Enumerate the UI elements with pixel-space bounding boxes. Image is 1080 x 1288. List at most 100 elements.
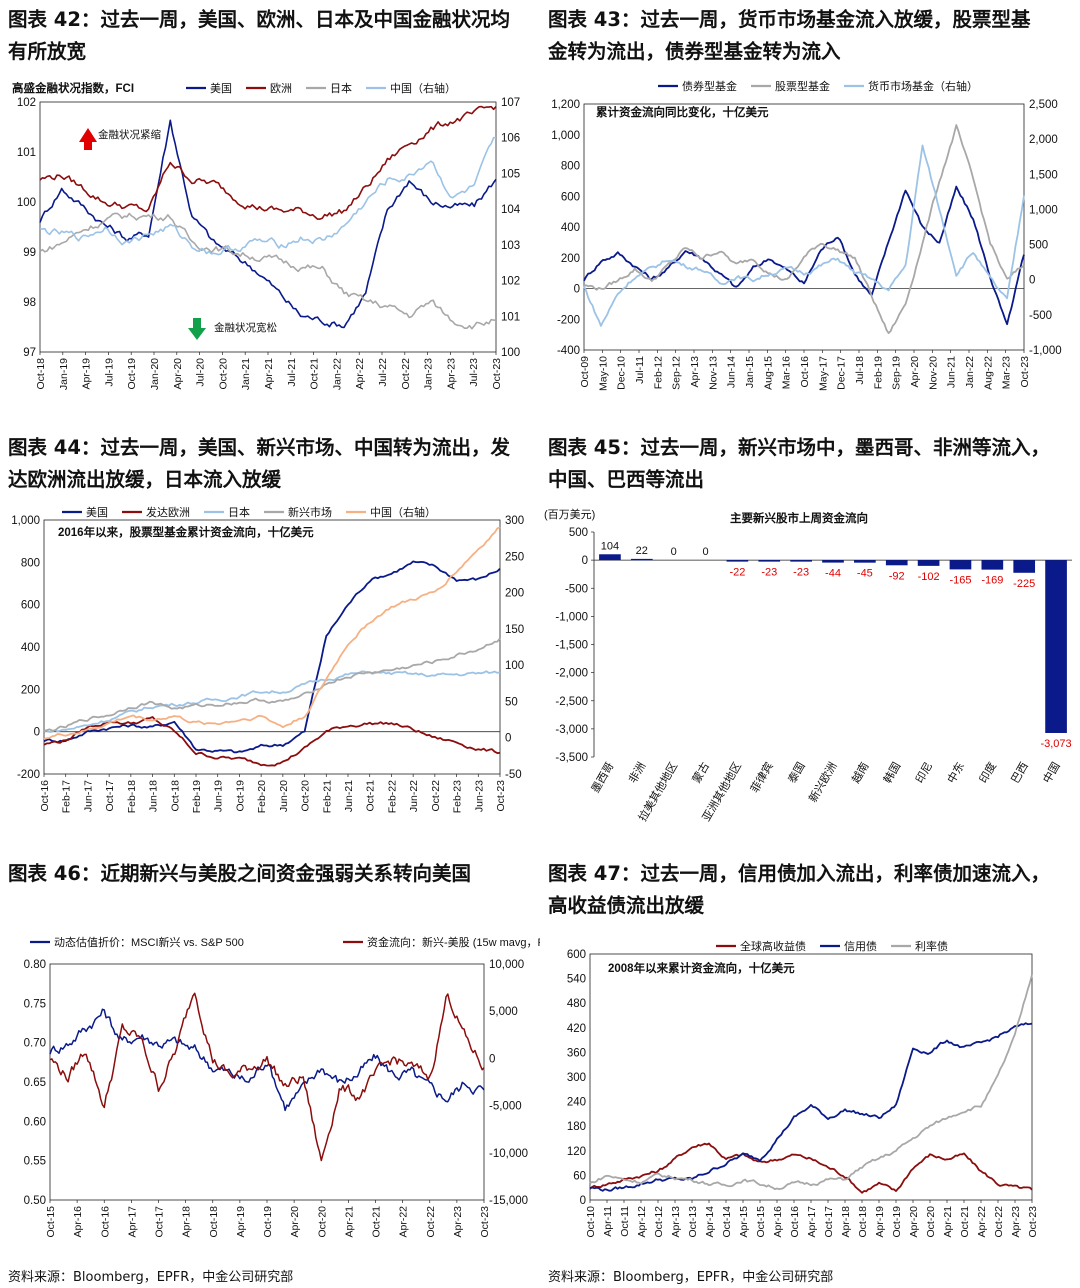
fig47-ytick-left: 540	[567, 974, 586, 986]
fig43-ytick-left: 600	[561, 191, 580, 203]
fig44-ytick-right: 250	[505, 551, 524, 563]
fig46-ytick-left: 0.65	[24, 1077, 46, 1089]
fig46-ytick-right: -5,000	[489, 1101, 522, 1113]
fig42-series-0	[39, 119, 497, 329]
fig47-legend-item: 利率债	[891, 939, 948, 953]
fig42-annotation-tight: 金融状况紧缩	[98, 128, 161, 141]
fig43-xtick-label: Jan-22	[964, 356, 976, 388]
fig43-ytick-right: 2,500	[1029, 99, 1058, 111]
fig47-ytick-left: 60	[573, 1170, 586, 1182]
fig47-xtick-label: Oct-13	[687, 1206, 699, 1238]
fig43-chart: 1,200 1,000 800 600 400 200 0 -200 -400 2,500 2,00…	[551, 79, 1061, 391]
fig42-xtick-label: Jul-22	[377, 358, 389, 387]
fig43-xtick-label: Oct-23	[1019, 356, 1031, 388]
fig45-bar	[599, 554, 621, 561]
fig44-series-1	[43, 716, 501, 767]
fig44-xtick-label: Oct-20	[300, 780, 312, 812]
fig45-category-label: 中东	[945, 760, 967, 786]
fig44-xtick-label: Oct-16	[39, 780, 51, 812]
fig44-xtick-label: Feb-21	[321, 780, 333, 813]
fig46-xtick-label: Oct-23	[479, 1206, 491, 1238]
fig46-chart: 0.80 0.75 0.70 0.65 0.60 0.55 0.50 10,000 5,000 0…	[24, 935, 540, 1238]
fig44-legend-label: 新兴市场	[288, 505, 332, 519]
fig45-unit-label: (百万美元)	[544, 508, 595, 521]
fig46-legend-label: 动态估值折价：MSCI新兴 vs. S&P 500	[54, 935, 244, 949]
fig44-ytick-left: 0	[34, 727, 40, 739]
fig47-xtick-label: Apr-23	[1010, 1206, 1022, 1238]
fig45-value-label: -225	[1013, 578, 1035, 590]
fig45-ytick-label: -2,000	[555, 668, 588, 680]
fig42-xtick-label: Apr-21	[263, 358, 275, 390]
fig47-xtick-label: Apr-13	[670, 1206, 682, 1238]
fig42-legend-label: 欧洲	[270, 82, 292, 95]
fig44-legend-label: 日本	[228, 505, 250, 519]
fig44-series-3	[43, 637, 501, 732]
fig43-ytick-left: 0	[574, 284, 580, 296]
fig45-chart: 主要新兴股市上周资金流向 (百万美元) 500 0 -500 -1,000 -1,500 -2…	[544, 508, 1072, 824]
fig45-title: 图表 45：过去一周，新兴市场中，墨西哥、非洲等流入， 中国、巴西等流出	[548, 436, 1050, 491]
fig42-annotation-loose: 金融状况宽松	[214, 321, 277, 334]
fig46-xtick-label: Oct-22	[425, 1206, 437, 1238]
fig43-xtick-label: Dec-17	[836, 356, 848, 390]
fig47-xtick-label: Oct-14	[721, 1206, 733, 1238]
fig42-xtick-label: Oct-19	[126, 358, 138, 390]
fig46-legend-label: 资金流向：新兴-美股 (15w mavg，RHS)	[367, 935, 540, 949]
fig42-ytick-right: 105	[501, 168, 520, 180]
fig43-xtick-label: Jun-14	[726, 356, 738, 388]
fig46-xtick-label: Apr-16	[72, 1206, 84, 1238]
fig47-series-1	[589, 1022, 1033, 1192]
fig45-value-label: 0	[702, 546, 708, 558]
fig45-category-label: 越南	[848, 760, 871, 786]
fig46-xtick-label: Oct-19	[262, 1206, 274, 1238]
fig45-bar	[885, 560, 908, 566]
fig43-legend-label: 债券型基金	[682, 79, 737, 93]
fig42-ytick-right: 100	[501, 347, 520, 359]
fig47-xtick-label: Apr-19	[874, 1206, 886, 1238]
fig44-xtick-label: Oct-21	[365, 780, 377, 812]
fig46-xtick-label: Oct-20	[316, 1206, 328, 1238]
fig44-ytick-right: -50	[505, 769, 522, 781]
fig42-legend-item: 中国（右轴）	[366, 81, 456, 95]
fig45-value-label: -102	[918, 571, 940, 583]
fig42-ytick-right: 102	[501, 276, 520, 288]
fig42-xtick-label: Jul-23	[468, 358, 480, 387]
fig46-xtick-label: Oct-18	[208, 1206, 220, 1238]
fig43-series-2	[583, 144, 1025, 327]
fig45-ytick-label: -3,000	[555, 724, 588, 736]
fig45-bar	[1013, 560, 1036, 573]
fig43-ytick-left: 800	[561, 161, 580, 173]
fig44-ytick-left: 800	[21, 557, 40, 569]
fig46-plot-frame	[49, 963, 485, 1201]
fig44-xtick-label: Oct-18	[169, 780, 181, 812]
fig43-legend-item: 债券型基金	[658, 79, 737, 93]
fig46-xtick-label: Oct-21	[371, 1206, 383, 1238]
fig42-xtick-label: Jan-22	[331, 358, 343, 390]
fig47-xtick-label: Oct-10	[585, 1206, 597, 1238]
fig45-value-label: -22	[729, 566, 745, 578]
fig44-inner-title: 2016年以来，股票型基金累计资金流向，十亿美元	[58, 525, 314, 539]
fig46-legend-item: 动态估值折价：MSCI新兴 vs. S&P 500	[30, 935, 244, 949]
fig43-legend-item: 股票型基金	[751, 79, 830, 93]
fig42-xtick-label: Apr-19	[81, 358, 93, 390]
fig44-legend-label: 发达欧洲	[146, 505, 190, 519]
fig42-ytick-left: 98	[23, 297, 36, 309]
fig43-xtick-label: Sep-12	[671, 356, 683, 390]
fig46-xtick-label: Oct-15	[45, 1206, 57, 1238]
fig45-bar	[630, 558, 653, 561]
fig45-ytick-label: -500	[565, 583, 588, 595]
fig45-category-label: 蒙古	[690, 760, 712, 786]
fig42-xtick-label: Jan-19	[58, 358, 70, 390]
fig44-xtick-label: Feb-22	[386, 780, 398, 813]
fig42-legend-item: 美国	[186, 82, 232, 95]
fig44-xtick-label: Jun-23	[473, 780, 485, 812]
fig42-xtick-label: Oct-20	[217, 358, 229, 390]
fig46-ytick-right: -15,000	[489, 1195, 528, 1207]
fig42-xtick-label: Jan-20	[149, 358, 161, 390]
fig43-ytick-right: 2,000	[1029, 134, 1058, 146]
fig42-series-2	[39, 212, 497, 330]
fig46-xtick-label: Oct-16	[99, 1206, 111, 1238]
fig47-xtick-label: Oct-23	[1027, 1206, 1039, 1238]
fig45-category-label: 菲律宾	[747, 760, 776, 796]
fig46-xtick-label: Apr-18	[181, 1206, 193, 1238]
